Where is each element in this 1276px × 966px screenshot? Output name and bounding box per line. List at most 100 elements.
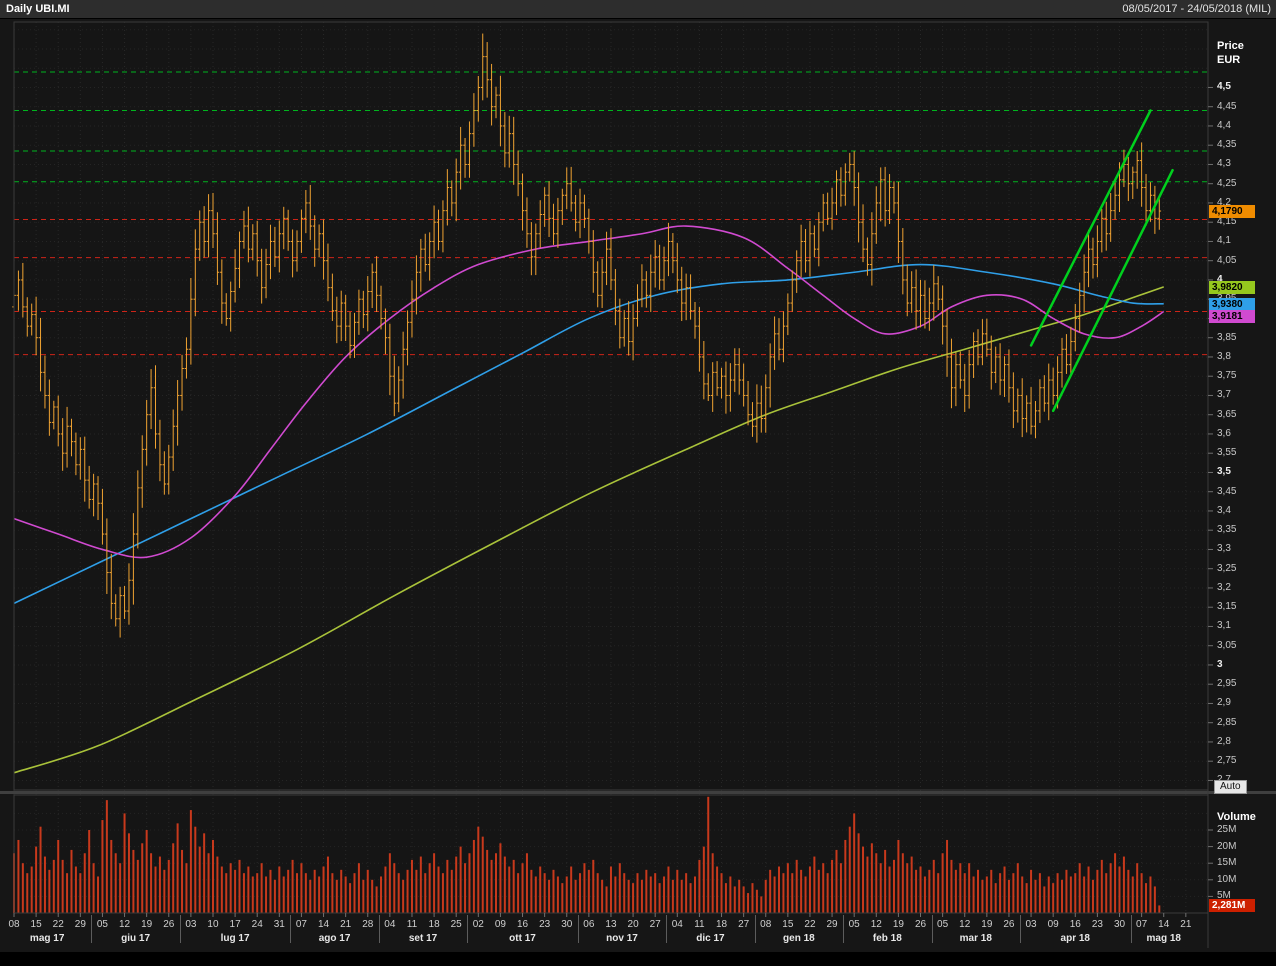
price-tick-label: 3,25 (1217, 562, 1237, 574)
day-tick-label: 07 (1136, 919, 1148, 930)
price-tick-label: 4 (1217, 273, 1223, 285)
price-tick-label: 3 (1217, 658, 1223, 670)
day-tick-label: 10 (207, 919, 219, 930)
day-tick-label: 11 (406, 919, 418, 930)
price-tick-label: 3,45 (1217, 485, 1237, 497)
day-tick-label: 12 (870, 919, 882, 930)
title-bar: Daily UBI.MI 08/05/2017 - 24/05/2018 (MI… (0, 0, 1276, 19)
day-tick-label: 03 (185, 919, 197, 930)
volume-bars (13, 796, 1161, 913)
day-tick-label: 05 (848, 919, 860, 930)
month-separator (290, 915, 292, 943)
day-tick-label: 16 (1069, 919, 1081, 930)
month-label: mag 17 (29, 933, 65, 944)
month-label: apr 18 (1060, 933, 1090, 944)
day-tick-label: 12 (959, 919, 971, 930)
auto-scale-button[interactable]: Auto (1214, 780, 1247, 794)
day-tick-label: 08 (760, 919, 772, 930)
price-tick-label: 3,05 (1217, 639, 1237, 651)
day-tick-label: 14 (317, 919, 330, 930)
moving-averages (13, 225, 1165, 774)
month-label: giu 17 (121, 933, 151, 944)
price-tick-label: 3,6 (1217, 427, 1231, 439)
day-tick-label: 04 (671, 919, 683, 930)
day-tick-label: 29 (826, 919, 838, 930)
price-tick-label: 2,95 (1217, 678, 1237, 690)
month-label: lug 17 (220, 933, 250, 944)
time-axis[interactable]: 08 15 22 29 05 12 19 26 03 10 17 24 31 07 14 21 28 04 11 18… (0, 913, 1276, 955)
frame (0, 21, 1276, 948)
price-tick-label: 4,2 (1217, 196, 1231, 208)
day-tick-label: 28 (362, 919, 374, 930)
day-tick-label: 02 (472, 919, 484, 930)
month-separator (1020, 915, 1021, 943)
month-label: nov 17 (606, 933, 638, 944)
ma-slow-green (13, 286, 1164, 774)
price-tick-label: 2,75 (1217, 755, 1237, 767)
price-tick-label: 3,8 (1217, 350, 1231, 362)
price-tick-label: 3,1 (1217, 620, 1231, 632)
day-tick-label: 31 (273, 919, 285, 930)
month-label: feb 18 (872, 933, 902, 944)
month-label: mar 18 (959, 933, 992, 944)
volume-tick-label: 20M (1217, 840, 1237, 852)
month-separator (666, 915, 668, 943)
day-tick-label: 11 (694, 919, 705, 930)
day-tick-label: 27 (649, 919, 661, 930)
volume-tick-label: 10M (1217, 873, 1237, 885)
price-tick-label: 3,65 (1217, 408, 1237, 420)
month-separator (931, 915, 933, 943)
day-tick-label: 30 (561, 919, 573, 930)
price-tick-label: 2,7 (1217, 774, 1231, 786)
month-label: set 17 (408, 933, 438, 944)
price-tick-label: 2,8 (1217, 735, 1231, 747)
day-tick-label: 17 (229, 919, 241, 930)
ma-mid-badge: 3,9380 (1209, 297, 1255, 311)
month-separator (91, 915, 93, 943)
trend-channel (1029, 109, 1174, 413)
price-tick-label: 4,25 (1217, 177, 1237, 189)
volume-tick-label: 15M (1217, 857, 1237, 869)
day-tick-label: 12 (118, 919, 131, 930)
ma-fast-magenta (13, 225, 1165, 559)
month-separator (1130, 915, 1132, 943)
day-tick-label: 03 (1025, 919, 1037, 930)
price-tick-label: 4,45 (1217, 100, 1237, 112)
month-label: dic 17 (696, 933, 725, 944)
price-tick-label: 3,7 (1217, 389, 1231, 401)
ma-fast-badge: 3,9181 (1209, 309, 1255, 323)
day-tick-label: 18 (428, 919, 440, 930)
day-tick-label: 27 (738, 919, 750, 930)
price-tick-label: 2,85 (1217, 716, 1237, 728)
price-tick-label: 2,9 (1217, 697, 1231, 709)
day-tick-label: 24 (251, 919, 263, 930)
day-tick-label: 04 (384, 919, 396, 930)
price-axis-title: Price (1217, 40, 1244, 52)
chart-title: Daily UBI.MI (6, 3, 70, 15)
month-label: ago 17 (318, 933, 351, 944)
price-tick-label: 4,4 (1217, 119, 1231, 131)
day-tick-label: 06 (583, 919, 595, 930)
day-tick-label: 15 (30, 919, 42, 930)
day-tick-label: 09 (1047, 919, 1059, 930)
month-label: ott 17 (509, 933, 536, 944)
price-tick-label: 4,05 (1217, 254, 1237, 266)
bottom-strip (0, 952, 1276, 966)
day-tick-label: 29 (74, 919, 86, 930)
month-separator (577, 915, 579, 943)
volume-badge: 2,281M (1209, 899, 1255, 913)
chart-date-range: 08/05/2017 - 24/05/2018 (MIL) (1122, 3, 1271, 15)
price-tick-label: 3,55 (1217, 447, 1237, 459)
day-tick-label: 22 (52, 919, 64, 930)
price-axis-panel[interactable]: Price EUR 4,1790 3,9820 3,9380 3,9181 Au… (1208, 18, 1276, 966)
day-tick-label: 30 (1113, 919, 1126, 930)
price-tick-label: 3,85 (1217, 331, 1237, 343)
day-tick-label: 05 (96, 919, 108, 930)
month-separator (467, 915, 469, 943)
day-tick-label: 19 (981, 919, 993, 930)
day-tick-label: 09 (494, 919, 506, 930)
price-tick-label: 4,3 (1217, 158, 1231, 170)
last-price-badge: 4,1790 (1209, 205, 1255, 219)
